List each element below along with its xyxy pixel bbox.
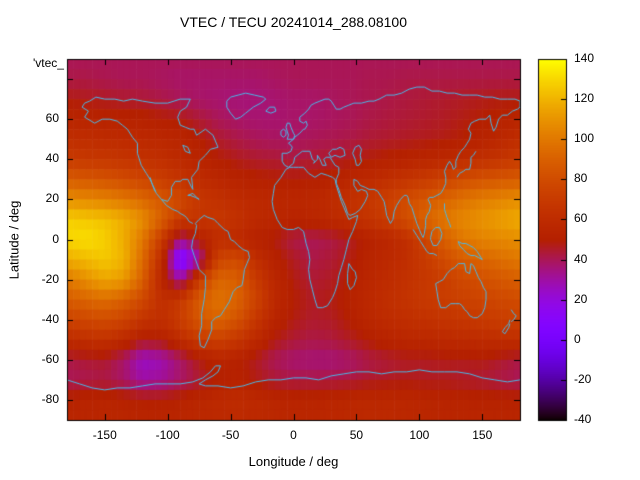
x-tick-label: 150 xyxy=(472,428,493,442)
colorbar-tick-label: 80 xyxy=(574,171,588,186)
x-axis-label: Longitude / deg xyxy=(248,454,339,469)
legend-key-label: 'vtec_ xyxy=(33,56,64,70)
x-tick-label: 0 xyxy=(290,428,297,442)
x-tick-label: 50 xyxy=(349,428,364,442)
y-tick-label: -40 xyxy=(41,311,59,326)
x-tick-label: -50 xyxy=(221,428,240,442)
colorbar-tick-label: 0 xyxy=(574,331,581,346)
y-tick-label: 60 xyxy=(45,111,59,126)
colorbar-tick-label: 100 xyxy=(574,131,595,146)
colorbar-tick-label: -40 xyxy=(574,412,592,426)
colorbar-tick-label: -20 xyxy=(574,371,592,386)
colorbar-tick-label: 40 xyxy=(574,251,588,266)
colorbar-tick-label: 140 xyxy=(574,51,595,65)
y-tick-label: 0 xyxy=(52,231,59,246)
x-tick-label: -100 xyxy=(155,428,180,442)
x-tick-label: -150 xyxy=(92,428,117,442)
y-tick-label: 40 xyxy=(45,151,59,166)
y-tick-label: -60 xyxy=(41,351,59,366)
colorbar-tick-label: 20 xyxy=(574,291,588,306)
y-tick-label: 20 xyxy=(45,191,59,206)
chart-title: VTEC / TECU 20241014_288.08100 xyxy=(179,14,407,30)
y-tick-label: -20 xyxy=(41,271,59,286)
y-tick-label: -80 xyxy=(41,391,59,406)
x-tick-label: 100 xyxy=(409,428,430,442)
colorbar-tick-label: 120 xyxy=(574,91,595,106)
colorbar-tick-label: 60 xyxy=(574,211,588,226)
